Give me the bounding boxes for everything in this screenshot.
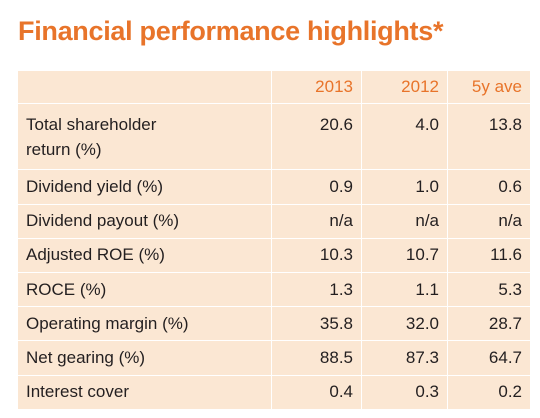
row-label: Dividend payout (%) [17, 203, 272, 239]
table-row: Net gearing (%) 88.5 87.3 64.7 [17, 340, 531, 376]
table-row: Operating margin (%) 35.8 32.0 28.7 [17, 306, 531, 342]
table-row: Dividend yield (%) 0.9 1.0 0.6 [17, 169, 531, 205]
row-value-2012: n/a [361, 203, 448, 239]
row-value-2013: 0.9 [271, 169, 362, 205]
row-value-5y-ave: n/a [447, 203, 531, 239]
row-label: Total shareholder return (%) [17, 102, 272, 171]
row-value-2013: n/a [271, 203, 362, 239]
table-row: Interest cover 0.4 0.3 0.2 [17, 374, 531, 411]
row-label: Interest cover [17, 374, 272, 411]
financial-highlights-table: 2013 2012 5y ave Total shareholder retur… [17, 70, 531, 411]
header-2012: 2012 [361, 70, 448, 104]
header-2013: 2013 [271, 70, 362, 104]
row-value-2012: 1.0 [361, 169, 448, 205]
row-value-5y-ave: 0.6 [447, 169, 531, 205]
row-value-2013: 10.3 [271, 237, 362, 274]
row-label: Operating margin (%) [17, 306, 272, 342]
row-label: Dividend yield (%) [17, 169, 272, 205]
row-value-2012: 87.3 [361, 340, 448, 376]
row-value-2013: 88.5 [271, 340, 362, 376]
table-row: Dividend payout (%) n/a n/a n/a [17, 203, 531, 239]
row-value-5y-ave: 28.7 [447, 306, 531, 342]
row-value-5y-ave: 0.2 [447, 374, 531, 411]
row-value-2012: 1.1 [361, 272, 448, 308]
row-value-2012: 32.0 [361, 306, 448, 342]
row-label: Net gearing (%) [17, 340, 272, 376]
row-value-5y-ave: 5.3 [447, 272, 531, 308]
table-header-row: 2013 2012 5y ave [17, 70, 531, 104]
row-value-2012: 10.7 [361, 237, 448, 274]
table-row: Adjusted ROE (%) 10.3 10.7 11.6 [17, 237, 531, 274]
row-label: Adjusted ROE (%) [17, 237, 272, 274]
table-row: Total shareholder return (%) 20.6 4.0 13.8 [17, 102, 531, 171]
page-title: Financial performance highlights* [18, 16, 444, 46]
row-value-5y-ave: 64.7 [447, 340, 531, 376]
row-value-5y-ave: 11.6 [447, 237, 531, 274]
row-value-2012: 0.3 [361, 374, 448, 411]
row-value-2013: 0.4 [271, 374, 362, 411]
row-value-2013: 35.8 [271, 306, 362, 342]
row-value-2013: 20.6 [271, 102, 362, 171]
row-value-5y-ave: 13.8 [447, 102, 531, 171]
row-label: ROCE (%) [17, 272, 272, 308]
table-row: ROCE (%) 1.3 1.1 5.3 [17, 272, 531, 308]
row-value-2012: 4.0 [361, 102, 448, 171]
row-value-2013: 1.3 [271, 272, 362, 308]
header-5y-ave: 5y ave [447, 70, 531, 104]
header-label-cell [17, 70, 272, 104]
